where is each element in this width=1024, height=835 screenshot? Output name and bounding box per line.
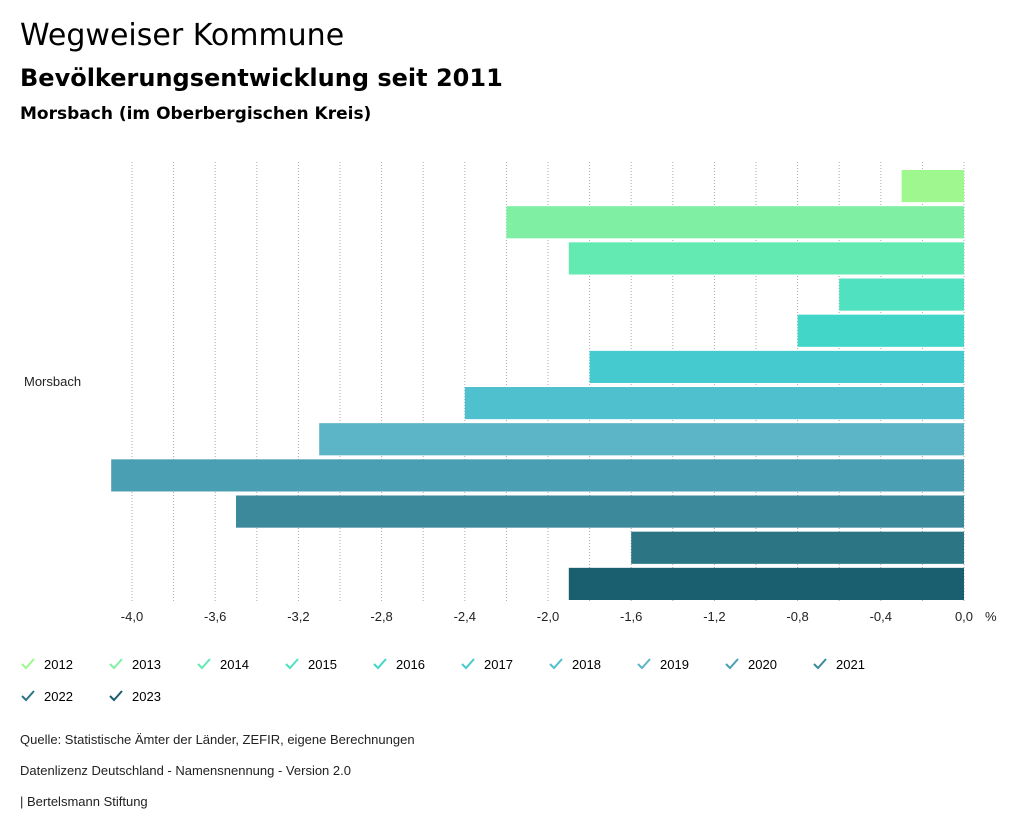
x-axis-unit: % — [985, 609, 997, 624]
x-tick-label: -0,4 — [870, 609, 892, 624]
legend-label: 2021 — [836, 656, 865, 672]
legend-label: 2019 — [660, 656, 689, 672]
check-icon — [637, 658, 651, 670]
bar-2013[interactable] — [506, 206, 964, 239]
legend-item-2014[interactable]: 2014 — [196, 656, 249, 672]
x-tick-label: -2,4 — [454, 609, 476, 624]
x-tick-label: -2,8 — [370, 609, 392, 624]
legend-label: 2017 — [484, 656, 513, 672]
legend-item-2021[interactable]: 2021 — [812, 656, 865, 672]
region-name: Morsbach (im Oberbergischen Kreis) — [20, 104, 372, 124]
legend-item-2017[interactable]: 2017 — [460, 656, 513, 672]
bar-2021[interactable] — [236, 495, 964, 528]
bar-2023[interactable] — [568, 567, 964, 600]
bar-2012[interactable] — [901, 170, 964, 203]
bar-2015[interactable] — [839, 278, 964, 311]
bar-chart: -4,0 -3,6 -3,2 -2,8 -2,4 -2,0 -1,6 -1,2 -0,8 -0,4… — [24, 162, 997, 624]
bar-2014[interactable] — [568, 242, 964, 275]
bar-2016[interactable] — [797, 314, 964, 347]
category-label: Morsbach — [24, 374, 81, 389]
check-icon — [813, 658, 827, 670]
legend-item-2019[interactable]: 2019 — [636, 656, 689, 672]
legend-item-2013[interactable]: 2013 — [108, 656, 161, 672]
check-icon — [461, 658, 475, 670]
x-tick-label: -3,2 — [287, 609, 309, 624]
check-icon — [549, 658, 563, 670]
source-note: Quelle: Statistische Ämter der Länder, Z… — [20, 732, 415, 747]
page-title: Wegweiser Kommune — [20, 18, 345, 53]
x-tick-label: 0,0 — [955, 609, 973, 624]
bar-2019[interactable] — [319, 423, 964, 456]
legend-label: 2015 — [308, 656, 337, 672]
license-note: Datenlizenz Deutschland - Namensnennung … — [20, 763, 351, 778]
check-icon — [109, 690, 123, 702]
check-icon — [725, 658, 739, 670]
legend-label: 2023 — [132, 688, 161, 704]
bars — [111, 170, 964, 600]
check-icon — [21, 658, 35, 670]
legend-label: 2018 — [572, 656, 601, 672]
bar-2018[interactable] — [464, 387, 964, 420]
legend-item-2016[interactable]: 2016 — [372, 656, 425, 672]
check-icon — [373, 658, 387, 670]
bar-2017[interactable] — [589, 350, 964, 383]
x-tick-label: -4,0 — [121, 609, 143, 624]
bar-2020[interactable] — [111, 459, 964, 492]
legend-item-2023[interactable]: 2023 — [108, 688, 161, 704]
legend-label: 2013 — [132, 656, 161, 672]
legend-item-2020[interactable]: 2020 — [724, 656, 777, 672]
legend-label: 2020 — [748, 656, 777, 672]
legend-item-2022[interactable]: 2022 — [20, 688, 73, 704]
check-icon — [21, 690, 35, 702]
check-icon — [197, 658, 211, 670]
publisher-note: | Bertelsmann Stiftung — [20, 794, 148, 809]
legend-item-2015[interactable]: 2015 — [284, 656, 337, 672]
legend-label: 2012 — [44, 656, 73, 672]
check-icon — [285, 658, 299, 670]
check-icon — [109, 658, 123, 670]
legend-label: 2016 — [396, 656, 425, 672]
x-tick-label: -1,6 — [620, 609, 642, 624]
legend-label: 2014 — [220, 656, 249, 672]
x-axis-ticks: -4,0 -3,6 -3,2 -2,8 -2,4 -2,0 -1,6 -1,2 -0,8 -0,4… — [121, 609, 973, 624]
chart-subtitle: Bevölkerungsentwicklung seit 2011 — [20, 64, 503, 92]
x-tick-label: -2,0 — [537, 609, 559, 624]
x-tick-label: -0,8 — [786, 609, 808, 624]
bar-2022[interactable] — [631, 531, 964, 564]
x-tick-label: -3,6 — [204, 609, 226, 624]
legend-item-2012[interactable]: 2012 — [20, 656, 73, 672]
x-tick-label: -1,2 — [703, 609, 725, 624]
legend-label: 2022 — [44, 688, 73, 704]
legend-item-2018[interactable]: 2018 — [548, 656, 601, 672]
